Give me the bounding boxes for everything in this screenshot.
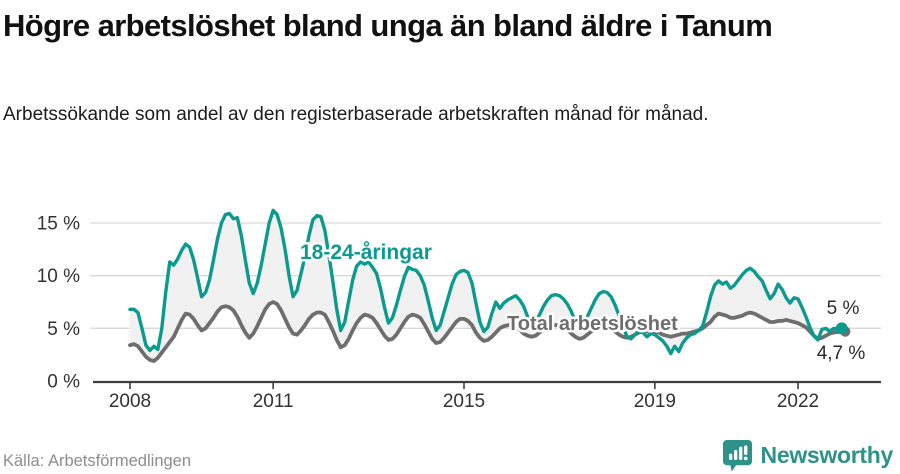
newsworthy-logo[interactable]: Newsworthy (722, 438, 893, 472)
source-text: Källa: Arbetsförmedlingen (3, 452, 192, 470)
y-axis-tick-label: 10 % (37, 266, 80, 287)
y-axis-tick-label: 15 % (37, 214, 80, 235)
chart-axes: 0 % 5 % 10 % 15 % 2008 2011 2015 2019 2022 (37, 214, 881, 412)
logo-exclamation-bar (743, 444, 747, 455)
end-value-label-total: 4,7 % (817, 343, 866, 364)
x-axis-tick-label: 2008 (109, 391, 151, 412)
total-unemployment-line (128, 300, 844, 363)
series-label-young: 18-24-åringar (300, 241, 432, 264)
page-subtitle: Arbetssökande som andel av den registerb… (3, 104, 709, 125)
series-label-total: Total arbetslöshet (507, 313, 678, 335)
y-axis-tick-label: 5 % (47, 319, 80, 340)
x-axis-tick-label: 2015 (443, 391, 485, 412)
end-value-label-young: 5 % (827, 298, 860, 319)
x-axis-tick-label: 2022 (777, 391, 819, 412)
newsworthy-bubble-icon (722, 439, 752, 471)
page-title: Högre arbetslöshet bland unga än bland ä… (3, 8, 773, 43)
y-axis-tick-label: 0 % (47, 372, 80, 393)
logo-bar-3 (738, 446, 742, 460)
logo-exclamation-dot (743, 456, 748, 460)
logo-bar-2 (733, 449, 737, 460)
youth-end-dot (835, 322, 848, 335)
brand-name: Newsworthy (760, 441, 894, 468)
x-axis-tick-label: 2019 (634, 391, 676, 412)
logo-bar-1 (728, 453, 732, 460)
youth-unemployment-line (128, 208, 844, 356)
chart-series (128, 208, 851, 363)
x-axis-tick-label: 2011 (253, 391, 294, 412)
